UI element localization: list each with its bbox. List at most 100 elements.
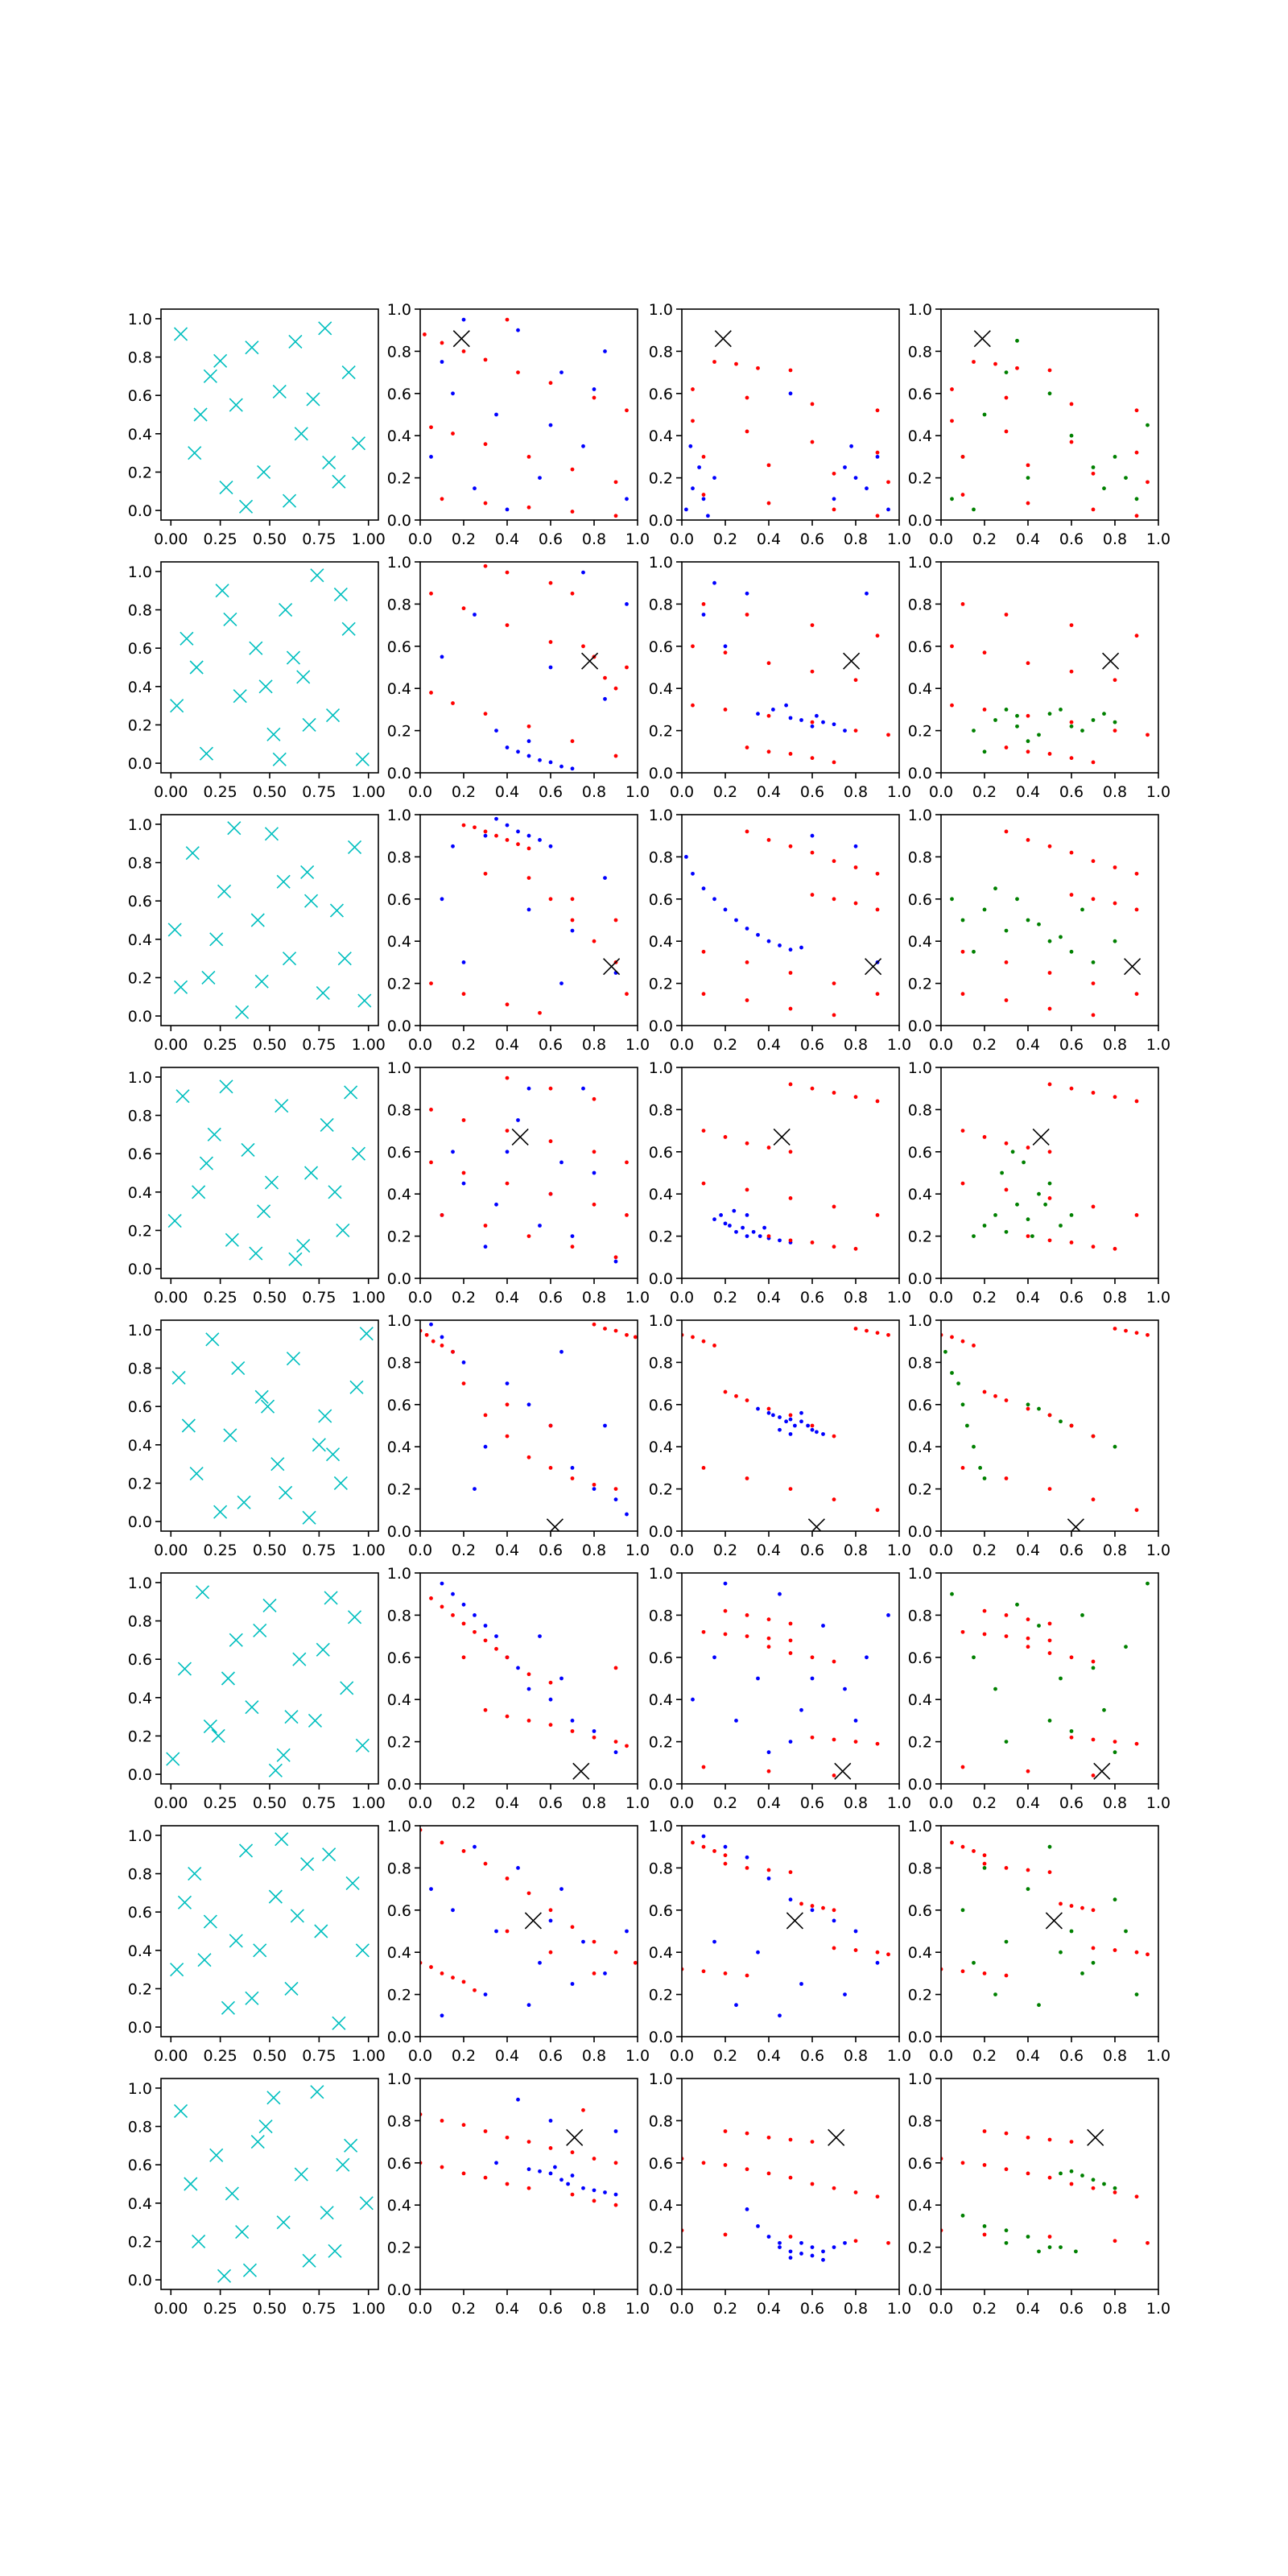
y-tick-label: 1.0: [908, 554, 932, 572]
point: [766, 1410, 771, 1415]
point: [1059, 2245, 1063, 2250]
x-tick-label: 0.2: [713, 530, 737, 548]
point: [1069, 949, 1074, 954]
point: [810, 1655, 815, 1660]
x-marker: [308, 1713, 323, 1728]
point: [1113, 1246, 1117, 1251]
point: [526, 455, 531, 459]
point: [982, 1135, 987, 1139]
point: [865, 591, 869, 596]
point: [625, 665, 629, 670]
point: [1069, 433, 1074, 438]
y-tick-label: 0.2: [128, 716, 152, 734]
x-marker: [209, 2148, 224, 2162]
point: [633, 1335, 638, 1340]
x-marker: [324, 1591, 338, 1605]
x-tick-label: 1.00: [352, 2047, 386, 2065]
point: [461, 2171, 466, 2176]
y-tick-label: 0.2: [128, 969, 152, 987]
axes-frame: [419, 1825, 638, 2037]
y-tick-label: 0.6: [908, 1902, 932, 1920]
point: [972, 949, 976, 954]
point: [1015, 1202, 1019, 1207]
points: [420, 1322, 638, 1531]
point: [483, 1861, 488, 1866]
x-tick-label: 0.2: [972, 2047, 997, 2065]
point: [810, 2140, 815, 2145]
y-tick-label: 0.6: [128, 1651, 152, 1669]
point: [461, 1602, 466, 1607]
x-tick-label: 0.8: [844, 1794, 868, 1812]
points: [170, 1832, 369, 2030]
point: [613, 1666, 618, 1670]
y-tick-label: 0.6: [387, 1397, 411, 1414]
x-marker: [227, 821, 242, 836]
point: [1026, 2135, 1030, 2140]
x-marker: [238, 1843, 254, 1858]
point: [701, 455, 706, 459]
point: [1026, 1887, 1030, 1892]
point: [832, 760, 836, 765]
x-tick-label: 0.4: [1016, 2047, 1040, 2065]
x-marker: [268, 1889, 283, 1904]
x-marker: [345, 1876, 360, 1891]
y-tick-label: 0.0: [128, 502, 152, 520]
y-tick-label: 0.6: [649, 1397, 673, 1414]
x-tick-label: 1.0: [1146, 1542, 1170, 1559]
x-marker: [341, 621, 356, 636]
point: [712, 360, 716, 364]
point: [712, 897, 716, 902]
point: [1080, 1613, 1084, 1617]
point: [1113, 1948, 1117, 1952]
point: [1004, 928, 1009, 933]
point: [451, 1349, 455, 1354]
point: [516, 1866, 520, 1870]
y-tick-label: 1.0: [649, 1818, 673, 1835]
point: [843, 465, 847, 469]
x-tick-label: 0.0: [670, 1289, 694, 1307]
y-tick-label: 0.6: [387, 2155, 411, 2173]
x-marker: [333, 587, 348, 602]
point: [843, 729, 847, 733]
point: [1047, 712, 1052, 716]
x-tick-label: 0.0: [670, 1036, 694, 1054]
point: [799, 718, 803, 722]
point: [745, 429, 749, 434]
point: [960, 1908, 965, 1913]
point: [982, 708, 987, 712]
point: [875, 1508, 880, 1513]
point: [1124, 1328, 1128, 1333]
point: [853, 2239, 858, 2244]
x-tick-label: 0.0: [408, 1542, 432, 1559]
y-tick-label: 0.4: [649, 933, 673, 951]
point: [950, 703, 954, 708]
y-tick-label: 0.4: [387, 427, 411, 445]
point: [625, 1929, 629, 1934]
point: [1037, 2003, 1041, 2008]
x-tick-label: 0.8: [1103, 1542, 1127, 1559]
point: [613, 2192, 618, 2197]
point: [875, 1950, 880, 1955]
point: [1134, 1331, 1139, 1335]
point: [766, 713, 771, 718]
x-tick-label: 0.6: [1059, 1542, 1084, 1559]
point: [766, 1769, 771, 1773]
x-tick-label: 1.0: [1146, 783, 1170, 801]
point: [570, 2192, 575, 2197]
point: [440, 497, 444, 502]
point: [505, 1655, 510, 1660]
point: [810, 1241, 815, 1245]
point: [633, 1960, 638, 1965]
x-tick-label: 1.0: [625, 1542, 650, 1559]
point: [943, 1349, 947, 1354]
point: [505, 1434, 510, 1439]
point: [1026, 1617, 1030, 1622]
y-tick-label: 1.0: [908, 1565, 932, 1583]
x-marker: [188, 446, 202, 460]
point: [1102, 486, 1106, 491]
point: [1059, 2171, 1063, 2176]
point: [766, 1876, 771, 1880]
point: [1004, 395, 1009, 400]
x-tick-label: 0.8: [582, 2047, 606, 2065]
points: [691, 580, 890, 765]
